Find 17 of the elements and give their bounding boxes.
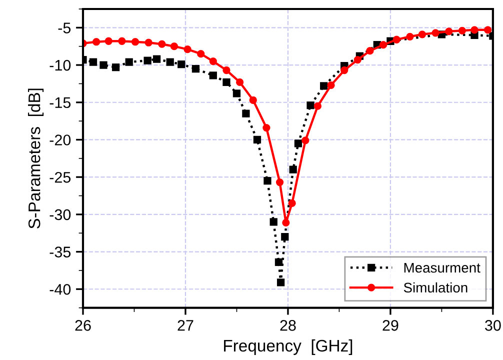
y-tick-label: -25 (50, 172, 71, 183)
y-axis-title: S-Parameters [dB] (28, 88, 44, 228)
x-tick-label: 29 (382, 320, 398, 331)
y-tick-label: -35 (50, 246, 71, 258)
x-tick-label: 30 (485, 320, 501, 331)
legend-label: Measurment (404, 262, 480, 273)
y-tick-label: -15 (50, 97, 71, 108)
x-tick-label: 28 (280, 320, 296, 331)
y-tick-label: -20 (50, 134, 71, 146)
y-tick-label: -40 (50, 284, 71, 295)
x-tick-label: 27 (178, 320, 194, 331)
x-axis-title: Frequency [GHz] (224, 339, 352, 355)
legend-label: Simulation (404, 282, 468, 293)
y-tick-label: -30 (50, 209, 71, 220)
y-tick-label: -10 (50, 60, 71, 71)
x-tick-label: 26 (75, 320, 91, 331)
y-tick-label: -5 (58, 22, 71, 34)
